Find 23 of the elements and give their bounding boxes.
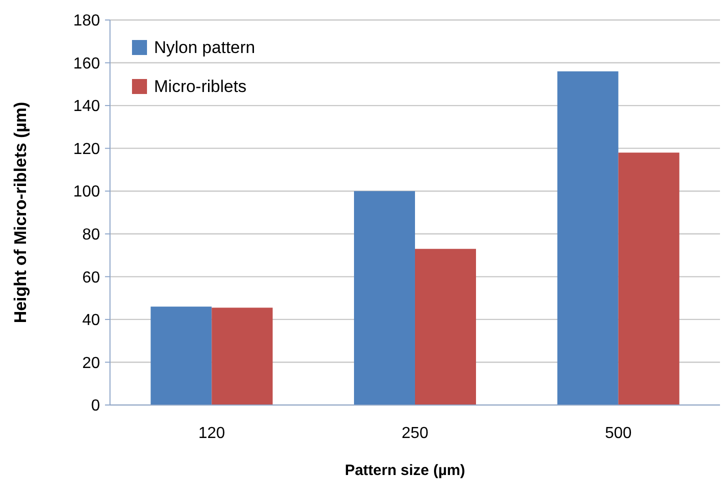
bar (618, 152, 680, 405)
x-tick-label: 500 (604, 425, 632, 442)
y-tick-label: 80 (82, 226, 100, 244)
y-tick-label: 160 (73, 55, 100, 72)
bar (415, 248, 476, 405)
legend-label: Micro-riblets (154, 76, 247, 96)
x-axis-title: Pattern size (µm) (344, 462, 466, 479)
y-tick-label: 180 (73, 12, 100, 30)
x-tick-label: 250 (402, 425, 428, 442)
y-tick-label: 0 (91, 398, 100, 415)
bar (150, 306, 212, 405)
y-tick-label: 40 (82, 312, 100, 330)
x-tick-label: 120 (198, 425, 226, 442)
y-tick-label: 60 (82, 269, 100, 286)
y-tick-label: 100 (73, 184, 100, 201)
legend-label: Nylon pattern (154, 38, 256, 57)
y-tick-label: 120 (73, 140, 100, 158)
y-tick-label: 140 (73, 98, 100, 116)
bar (557, 71, 618, 405)
y-tick-label: 20 (82, 354, 100, 372)
bar (212, 308, 273, 405)
y-axis-title: Height of Micro-riblets (µm) (11, 102, 30, 324)
bar (354, 191, 415, 405)
